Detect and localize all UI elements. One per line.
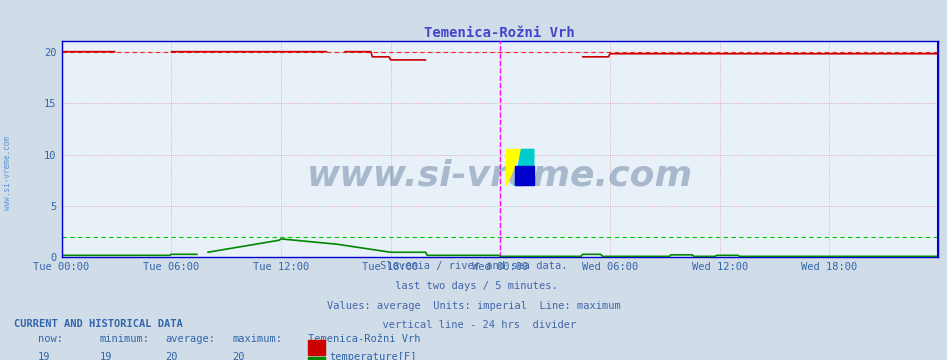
Text: vertical line - 24 hrs  divider: vertical line - 24 hrs divider [370, 320, 577, 330]
Title: Temenica-Rožni Vrh: Temenica-Rožni Vrh [424, 26, 575, 40]
Text: minimum:: minimum: [99, 334, 150, 344]
Text: now:: now: [38, 334, 63, 344]
Polygon shape [507, 149, 522, 185]
Text: 19: 19 [38, 352, 50, 360]
Polygon shape [514, 149, 534, 185]
Bar [514, 166, 534, 185]
Text: 19: 19 [99, 352, 112, 360]
Text: www.si-vreme.com: www.si-vreme.com [307, 158, 692, 192]
Text: maximum:: maximum: [232, 334, 282, 344]
Text: 20: 20 [166, 352, 178, 360]
Text: Slovenia / river and sea data.: Slovenia / river and sea data. [380, 261, 567, 271]
Text: Temenica-Rožni Vrh: Temenica-Rožni Vrh [308, 334, 420, 344]
Text: CURRENT AND HISTORICAL DATA: CURRENT AND HISTORICAL DATA [14, 319, 183, 329]
Text: www.si-vreme.com: www.si-vreme.com [3, 136, 12, 210]
Text: 20: 20 [232, 352, 244, 360]
Text: Values: average  Units: imperial  Line: maximum: Values: average Units: imperial Line: ma… [327, 301, 620, 311]
Text: temperature[F]: temperature[F] [330, 352, 417, 360]
Text: last two days / 5 minutes.: last two days / 5 minutes. [389, 281, 558, 291]
Text: average:: average: [166, 334, 216, 344]
